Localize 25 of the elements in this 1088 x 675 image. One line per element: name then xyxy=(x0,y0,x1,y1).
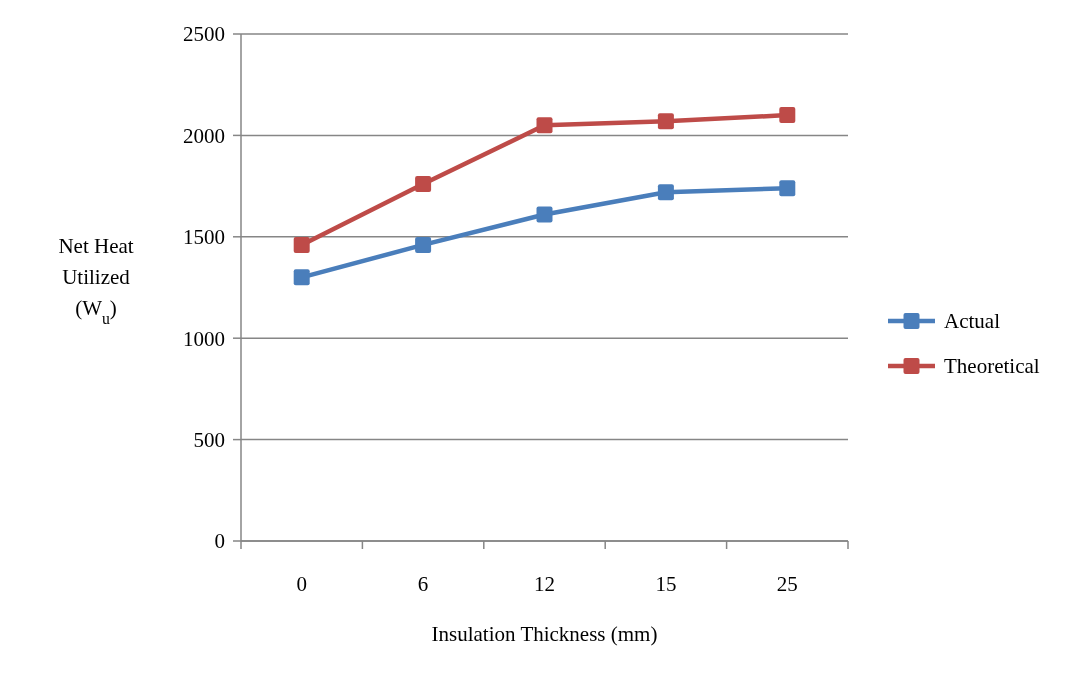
y-tick-label: 0 xyxy=(214,529,225,554)
y-tick-label: 1000 xyxy=(183,326,225,351)
y-tick-label: 2000 xyxy=(183,123,225,148)
y-tick-label: 1500 xyxy=(183,225,225,250)
x-tick-label: 0 xyxy=(296,572,307,596)
x-tick-label: 12 xyxy=(534,572,555,596)
x-tick-label: 6 xyxy=(417,572,429,596)
y-tick-label: 500 xyxy=(193,427,225,452)
x-tick-label: 25 xyxy=(776,572,798,596)
point xyxy=(536,117,553,134)
x-axis-title: Insulation Thickness (mm) xyxy=(431,622,658,646)
y-axis-title: Net Heat Utilized (W$_{u}$) xyxy=(58,234,134,327)
point xyxy=(293,236,310,253)
point xyxy=(415,236,432,253)
point xyxy=(779,180,796,197)
point xyxy=(536,206,553,223)
y-tick-label: 2500 xyxy=(183,22,225,47)
x-tick-label: 15 xyxy=(655,572,677,596)
point xyxy=(415,176,432,193)
point xyxy=(657,113,674,130)
point xyxy=(779,107,796,124)
point xyxy=(293,269,310,286)
legend-label: Theoretical xyxy=(944,354,1040,379)
point xyxy=(657,184,674,201)
legend-label: Actual xyxy=(944,309,1001,334)
